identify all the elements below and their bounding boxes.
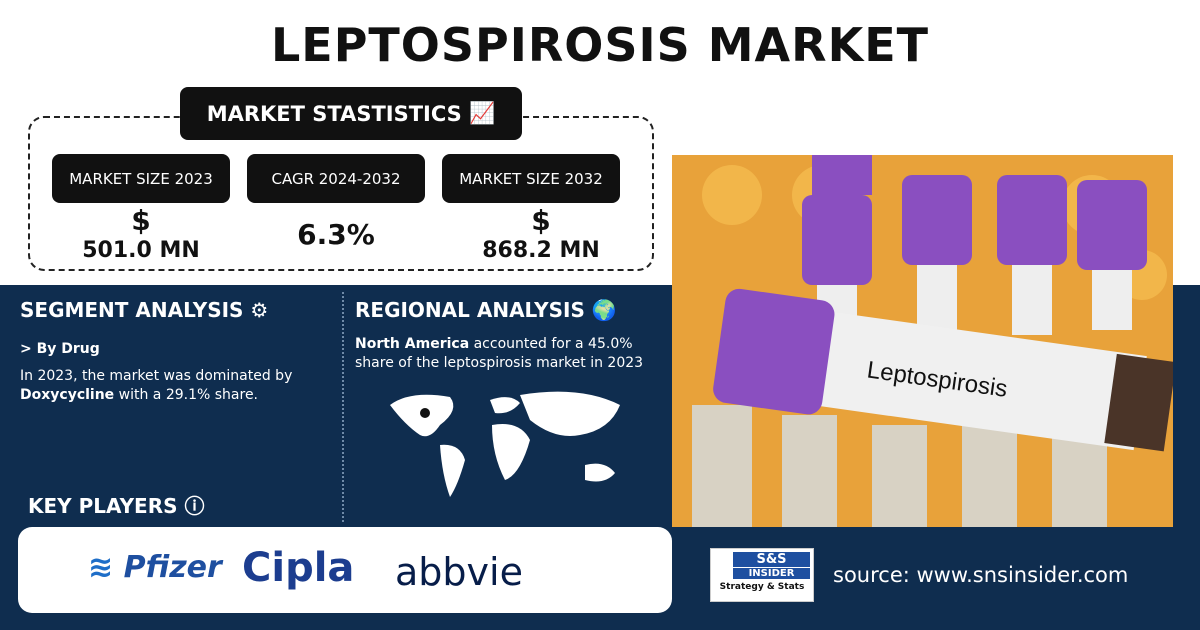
text: with a 29.1% share.: [118, 387, 259, 403]
logo-box: [18, 527, 672, 613]
stat-value: 501.0 MN: [82, 238, 200, 263]
text: In 2023, the market was dominated by: [20, 368, 293, 384]
key-players-heading: KEY PLAYERS ⓘ: [28, 494, 205, 518]
stat-label: CAGR 2024-2032: [247, 154, 425, 203]
highlight: North America: [355, 336, 470, 352]
key-players-heading-text: KEY PLAYERS: [28, 494, 178, 518]
divider: [342, 292, 344, 522]
source: source: www.snsinsider.com: [833, 563, 1129, 587]
highlight: Doxycycline: [20, 387, 115, 403]
regional-heading-text: REGIONAL ANALYSIS: [355, 298, 585, 322]
stat-value: 868.2 MN: [482, 238, 600, 263]
world-map: [390, 391, 620, 497]
stat-label: MARKET SIZE 2023: [52, 154, 230, 203]
currency: $: [131, 204, 151, 237]
stats-heading-text: MARKET STASTISTICS: [206, 101, 462, 126]
segment-subheading: > By Drug: [20, 341, 100, 357]
regional-heading: REGIONAL ANALYSIS 🌍: [355, 298, 617, 322]
currency: $: [531, 204, 551, 237]
stat-label: MARKET SIZE 2032: [442, 154, 620, 203]
photo: Leptospirosis: [672, 155, 1173, 527]
segment-heading-text: SEGMENT ANALYSIS: [20, 298, 244, 322]
title: LEPTOSPIROSIS MARKET: [270, 18, 930, 72]
stat-value: 6.3%: [297, 218, 375, 251]
logo-bottom: Strategy & Stats: [719, 582, 805, 592]
logo-text: Pfizer: [123, 550, 222, 585]
regional-text: North America accounted for a 45.0% shar…: [355, 335, 660, 373]
logo-pfizer: ≋ Pfizer: [88, 550, 222, 585]
segment-text: In 2023, the market was dominated by Dox…: [20, 367, 320, 405]
sns-logo: S&S INSIDER Strategy & Stats: [710, 548, 814, 602]
logo-top: S&S: [733, 552, 810, 567]
stats-heading: MARKET STASTISTICS 📈: [180, 87, 522, 140]
logo-cipla: Cipla: [242, 545, 355, 591]
logo-middle: INSIDER: [733, 568, 810, 579]
logo-abbvie: abbvie: [395, 550, 523, 594]
segment-heading: SEGMENT ANALYSIS ⚙: [20, 298, 269, 322]
text: accounted for a 45.0% share of the lepto…: [355, 336, 644, 371]
